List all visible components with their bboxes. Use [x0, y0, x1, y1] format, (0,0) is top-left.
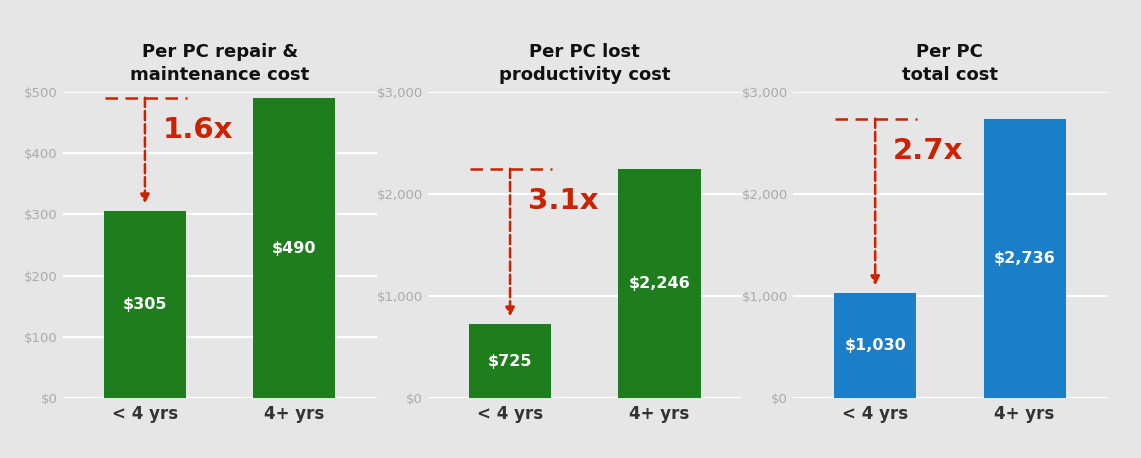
Text: $725: $725 [488, 354, 533, 369]
Bar [618, 169, 701, 398]
Text: $305: $305 [123, 297, 168, 312]
Text: $2,736: $2,736 [994, 251, 1055, 266]
Text: 1.6x: 1.6x [163, 116, 233, 144]
Title: Per PC repair &
maintenance cost: Per PC repair & maintenance cost [130, 43, 309, 84]
Bar [253, 98, 335, 398]
Text: $1,030: $1,030 [844, 338, 906, 353]
Text: 3.1x: 3.1x [528, 187, 599, 215]
Text: $490: $490 [272, 240, 316, 256]
Title: Per PC lost
productivity cost: Per PC lost productivity cost [499, 43, 671, 84]
Text: 2.7x: 2.7x [893, 137, 963, 165]
Bar [104, 211, 186, 398]
Bar [984, 119, 1066, 398]
Text: $2,246: $2,246 [629, 276, 690, 291]
Title: Per PC
total cost: Per PC total cost [901, 43, 998, 84]
Bar [834, 293, 916, 398]
Bar [469, 324, 551, 398]
